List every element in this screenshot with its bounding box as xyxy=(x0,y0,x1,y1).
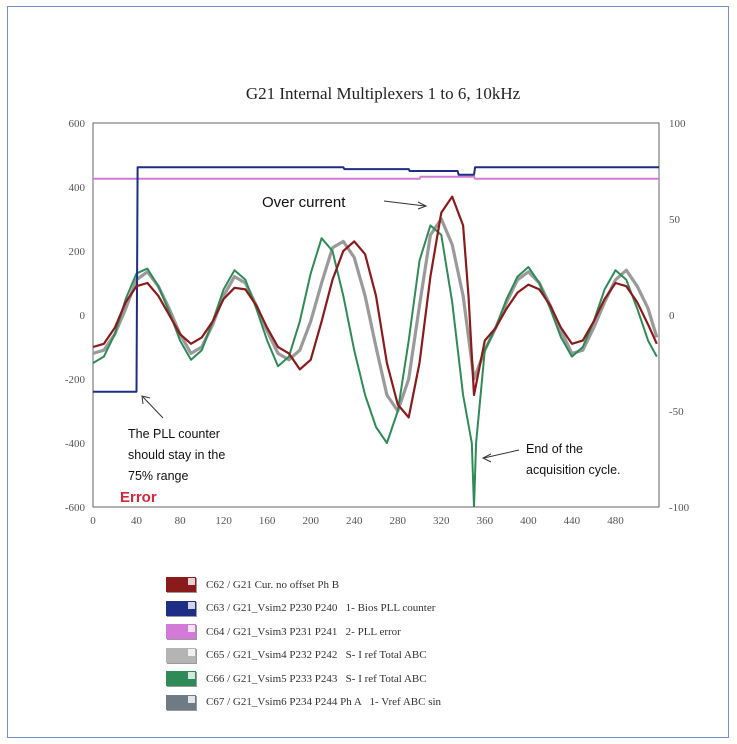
legend-item: C62 / G21 Cur. no offset Ph B xyxy=(166,573,441,597)
annotation-pll-line3: 75% range xyxy=(128,469,189,483)
series-line-5 xyxy=(93,224,658,507)
y-right-tick-label: 50 xyxy=(669,214,681,226)
y-right-tick-label: 0 xyxy=(669,310,675,322)
tick-labels: 0 40 80 120 160 200 240 280 320 360 400 440 480 600 40… xyxy=(65,118,690,527)
series-lines xyxy=(93,166,659,507)
legend-item: C64 / G21_Vsim3 P231 P241 2- PLL error xyxy=(166,620,441,644)
legend-label: C67 / G21_Vsim6 P234 P244 Ph A 1- Vref A… xyxy=(206,696,442,709)
y-right-tick-label: -50 xyxy=(669,406,684,418)
series-line-1 xyxy=(93,195,658,419)
y-left-tick-label: 600 xyxy=(69,118,86,130)
legend-label: C66 / G21_Vsim5 P233 P243 S- I ref Total… xyxy=(206,672,427,685)
legend: C62 / G21 Cur. no offset Ph B C63 / G21_V… xyxy=(166,573,441,714)
x-tick-label: 400 xyxy=(520,515,537,527)
legend-item: C63 / G21_Vsim2 P230 P240 1- Bios PLL co… xyxy=(166,597,441,621)
annotations: Over current The PLL counter should stay… xyxy=(120,194,621,506)
y-right-tick-label: 100 xyxy=(669,118,686,130)
series-line-4 xyxy=(93,217,659,413)
x-tick-label: 240 xyxy=(346,515,363,527)
x-tick-label: 480 xyxy=(607,515,624,527)
legend-swatch xyxy=(166,694,196,710)
arrow-pll xyxy=(142,396,164,419)
y-left-tick-label: -200 xyxy=(65,374,86,386)
x-tick-label: 120 xyxy=(215,515,232,527)
x-tick-label: 160 xyxy=(259,515,276,527)
x-tick-label: 280 xyxy=(390,515,407,527)
annotation-pll-line2: should stay in the xyxy=(128,448,225,462)
legend-label: C65 / G21_Vsim4 P232 P242 S- I ref Total… xyxy=(206,649,427,662)
annotation-error: Error xyxy=(120,489,157,506)
arrowhead-pll xyxy=(141,395,151,405)
arrow-over-current xyxy=(383,200,426,207)
legend-swatch xyxy=(166,600,196,616)
legend-swatch xyxy=(166,647,196,663)
legend-item: C66 / G21_Vsim5 P233 P243 S- I ref Total… xyxy=(166,667,441,691)
x-tick-label: 80 xyxy=(175,515,187,527)
annotation-end-line1: End of the xyxy=(526,442,583,456)
annotation-end-line2: acquisition cycle. xyxy=(526,463,621,477)
chart-title: G21 Internal Multiplexers 1 to 6, 10kHz xyxy=(246,84,521,103)
legend-label: C62 / G21 Cur. no offset Ph B xyxy=(206,578,340,591)
y-left-tick-label: 400 xyxy=(69,182,86,194)
arrow-end xyxy=(483,449,520,459)
annotation-pll-line1: The PLL counter xyxy=(128,427,220,441)
y-left-tick-label: 0 xyxy=(80,310,86,322)
y-left-tick-label: 200 xyxy=(69,246,86,258)
x-tick-label: 360 xyxy=(477,515,494,527)
legend-swatch xyxy=(166,577,196,593)
plot-area xyxy=(92,122,660,508)
legend-label: C64 / G21_Vsim3 P231 P241 2- PLL error xyxy=(206,625,401,638)
annotation-over-current: Over current xyxy=(262,194,346,211)
y-right-tick-label: -100 xyxy=(669,502,690,514)
legend-item: C65 / G21_Vsim4 P232 P242 S- I ref Total… xyxy=(166,644,441,668)
x-tick-label: 320 xyxy=(433,515,450,527)
x-tick-label: 200 xyxy=(302,515,319,527)
x-tick-label: 40 xyxy=(131,515,143,527)
x-tick-label: 0 xyxy=(90,515,96,527)
legend-swatch xyxy=(166,624,196,640)
legend-swatch xyxy=(166,671,196,687)
y-left-tick-label: -400 xyxy=(65,438,86,450)
x-tick-label: 440 xyxy=(564,515,581,527)
figure-frame xyxy=(7,6,729,738)
legend-item: C67 / G21_Vsim6 P234 P244 Ph A 1- Vref A… xyxy=(166,691,441,715)
legend-label: C63 / G21_Vsim2 P230 P240 1- Bios PLL co… xyxy=(206,602,436,615)
y-left-tick-label: -600 xyxy=(65,502,86,514)
arrowhead-end xyxy=(481,453,492,463)
arrowhead-over-current xyxy=(417,201,428,210)
series-line-2 xyxy=(93,166,659,393)
